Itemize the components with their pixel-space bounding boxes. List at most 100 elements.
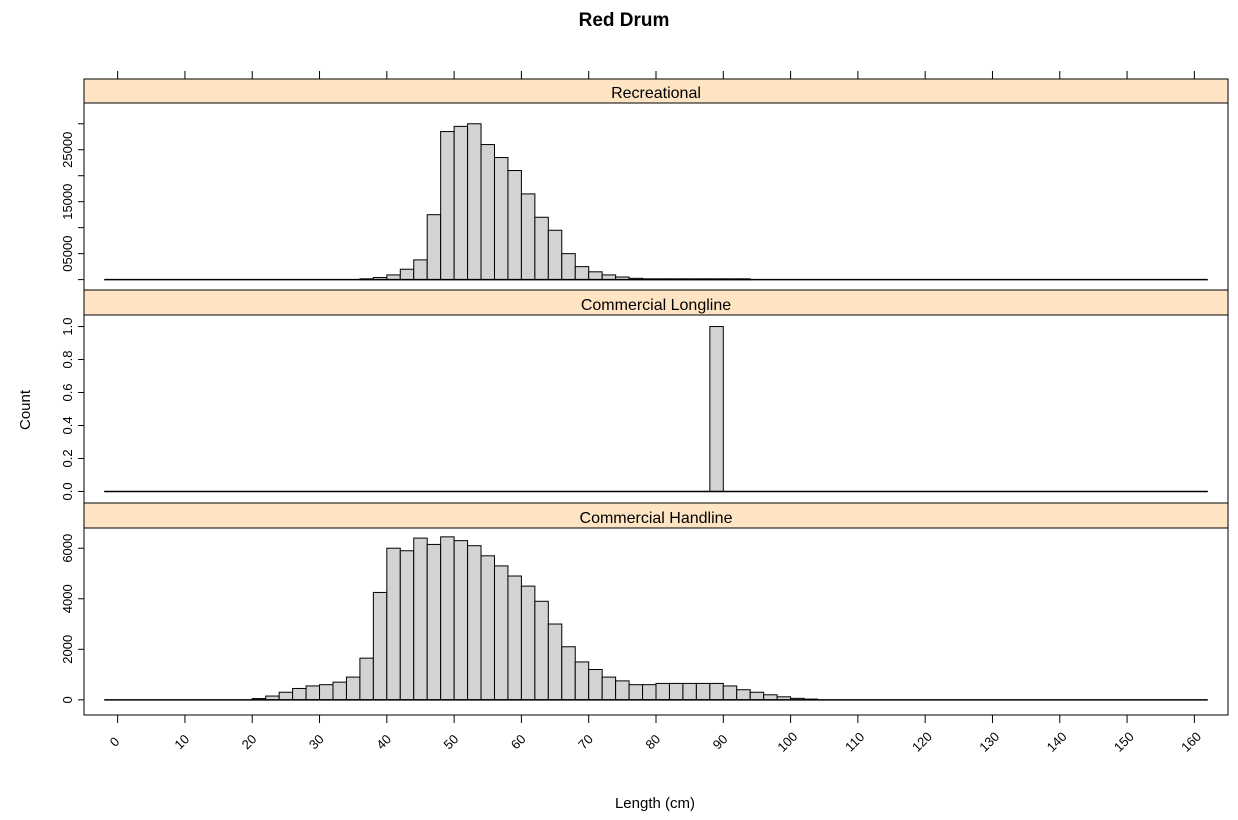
panel-strip-label: Commercial Handline [580,510,733,527]
histogram-bar [372,591,388,701]
panels: Recreational 05000 15000 25000 Commercial Lo… [60,78,1229,716]
panel-strip-label: Commercial Longline [581,297,731,314]
histogram-bar [561,646,576,701]
panel-3: Commercial Handline 0 2000 4000 6000 [60,502,1229,716]
histogram-bar [467,123,482,281]
histogram-bar [534,216,549,281]
histogram-bar [668,682,684,701]
x-tick-label: 140 [1044,729,1070,755]
histogram-bar [332,681,347,701]
panel-1: Recreational 05000 15000 25000 [60,78,1229,291]
x-tick-label: 130 [976,729,1002,755]
y-tick-label: 0.6 [60,383,75,401]
histogram-bar [305,685,321,701]
x-tick-label: 110 [842,729,867,754]
panel-strip [83,78,1229,104]
panel-strip [83,502,1229,529]
panel-frame [83,102,1229,291]
histogram-bar [493,157,509,281]
x-tick-label: 120 [909,729,935,755]
histogram-bar [399,550,415,701]
histogram-bar [547,229,563,281]
histogram-bar [520,585,536,701]
x-tick-label: 60 [508,731,529,752]
panel-2: Commercial Longline 0.0 0.2 0.4 0.6 0.8 1.0 [60,289,1229,504]
histogram-bar [440,131,455,281]
histogram-bar [574,266,590,281]
histogram-bar [453,125,469,281]
histogram-bar [655,682,670,701]
x-tick-label: 70 [575,731,596,752]
histogram-bar [278,691,294,701]
histogram-bar [749,691,765,701]
y-tick-label: 05000 [60,236,75,272]
histogram-bar [736,689,751,701]
y-tick-label: 25000 [60,132,75,168]
y-axis-label: Count [17,389,34,430]
histogram-bar [413,259,428,281]
histogram-bar [709,326,724,492]
histogram-bar [426,543,442,701]
y-tick-label: 0 [60,696,75,703]
x-tick-label: 160 [1178,729,1204,755]
x-tick-label: 20 [239,731,260,752]
histogram-bar [615,680,630,701]
histogram-bar [682,682,697,701]
x-tick-label: 80 [642,731,663,752]
x-tick-label: 10 [171,731,192,752]
histogram-bar [763,694,778,701]
histogram-bar [426,214,442,281]
histogram-bar [601,676,617,701]
y-tick-label: 0.8 [60,350,75,368]
histogram-bar [386,547,401,701]
x-tick-label: 40 [373,731,394,752]
x-tick-label: 30 [306,731,327,752]
histogram-bar [695,682,711,701]
y-tick-label: 15000 [60,184,75,220]
histogram-bar [588,669,603,701]
histogram-bar [440,536,455,701]
y-tick-label: 6000 [60,534,75,563]
histogram-bar [574,661,590,701]
chart-title: Red Drum [579,10,670,31]
histogram-bar [480,555,495,701]
histogram-bar [722,685,738,701]
histogram-bar [319,684,334,701]
x-axis: 0 10 20 30 40 50 60 70 80 90 100 110 120 130 140 150 160 [107,71,1204,755]
histogram-bar [642,684,657,701]
histogram-bar [467,545,482,701]
histogram-bar [453,540,469,701]
histogram-bar [520,193,536,281]
histogram-bar [534,600,549,701]
y-tick-label: 4000 [60,584,75,613]
histogram-bar [480,144,495,281]
histogram-bar [628,684,644,701]
x-tick-label: 50 [441,731,462,752]
x-tick-label: 150 [1111,729,1137,755]
histogram-bar [709,682,724,701]
histogram-bar [399,268,415,281]
panel-strip [83,289,1229,316]
x-tick-label: 100 [774,729,800,755]
histogram-bar [507,575,522,701]
histogram-bar [507,170,522,281]
y-tick-label: 2000 [60,635,75,664]
panel-frame [83,314,1229,504]
histogram-bar [547,623,563,701]
histogram-bar [413,537,428,701]
histogram-bar [292,687,307,701]
x-tick-label: 0 [107,734,123,750]
y-tick-label: 0.2 [60,449,75,467]
histogram-bar [359,657,374,701]
histogram-bar [588,271,603,281]
histogram-bar [493,565,509,701]
panel-strip-label: Recreational [611,85,701,102]
x-axis-label: Length (cm) [615,795,695,812]
y-tick-label: 0.4 [60,416,75,434]
x-tick-label: 90 [710,731,731,752]
y-tick-label: 1.0 [60,318,75,336]
histogram-bar [345,676,361,701]
histogram-bar [561,253,576,281]
y-tick-label: 0.0 [60,482,75,500]
